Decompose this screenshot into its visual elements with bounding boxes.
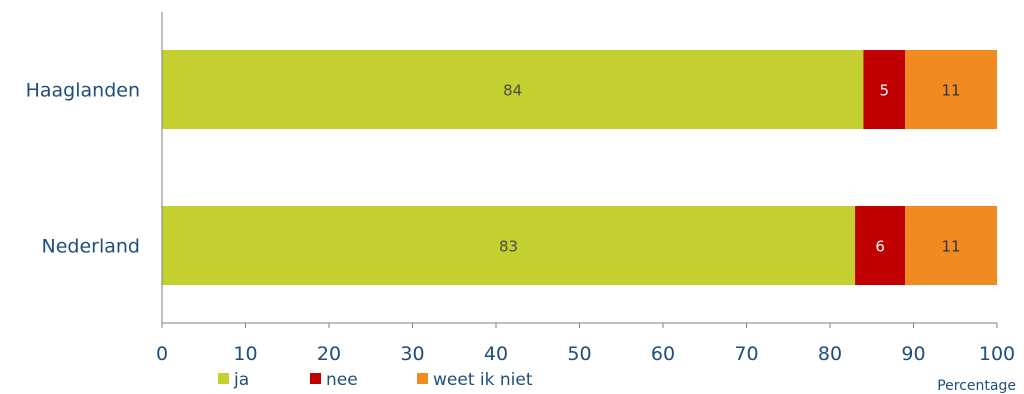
x-tick-label-0: 0 (156, 343, 168, 365)
data-label-haaglanden-nee: 5 (880, 82, 890, 100)
axes-group: 0 10 20 30 40 50 60 70 80 90 100 (156, 12, 1015, 365)
data-label-haaglanden-ja: 84 (503, 82, 522, 100)
category-label-haaglanden: Haaglanden (26, 80, 140, 102)
x-tick-label-100: 100 (979, 343, 1015, 365)
category-label-nederland: Nederland (42, 236, 141, 258)
bar-segment-haaglanden-ja (162, 50, 864, 129)
x-tick-label-20: 20 (317, 343, 341, 365)
legend-label-weet-ik-niet: weet ik niet (433, 370, 533, 390)
legend-swatch-ja (218, 373, 229, 384)
bars-group: Haaglanden 84 5 11 Nederland 83 6 11 (26, 50, 997, 285)
x-tick-label-10: 10 (233, 343, 257, 365)
x-tick-label-70: 70 (734, 343, 758, 365)
bar-segment-haaglanden-weet-ik-niet (905, 50, 997, 129)
bar-segment-nederland-weet-ik-niet (905, 206, 997, 285)
x-tick-label-90: 90 (901, 343, 925, 365)
x-tick-label-50: 50 (567, 343, 591, 365)
data-label-nederland-nee: 6 (875, 238, 885, 256)
x-tick-label-40: 40 (484, 343, 508, 365)
bar-segment-nederland-ja (162, 206, 856, 285)
x-tick-label-30: 30 (400, 343, 424, 365)
legend-label-nee: nee (326, 370, 358, 390)
legend-swatch-weet-ik-niet (417, 373, 428, 384)
legend: ja nee weet ik niet (218, 370, 533, 390)
x-tick-label-80: 80 (818, 343, 842, 365)
legend-label-ja: ja (233, 370, 249, 390)
bar-segment-haaglanden-nee (863, 50, 906, 129)
data-label-haaglanden-weet-ik-niet: 11 (942, 82, 961, 100)
data-label-nederland-ja: 83 (499, 238, 518, 256)
x-tick-label-60: 60 (651, 343, 675, 365)
legend-swatch-nee (310, 373, 321, 384)
x-axis-title: Percentage (937, 378, 1016, 394)
bar-segment-nederland-nee (855, 206, 906, 285)
data-label-nederland-weet-ik-niet: 11 (942, 238, 961, 256)
